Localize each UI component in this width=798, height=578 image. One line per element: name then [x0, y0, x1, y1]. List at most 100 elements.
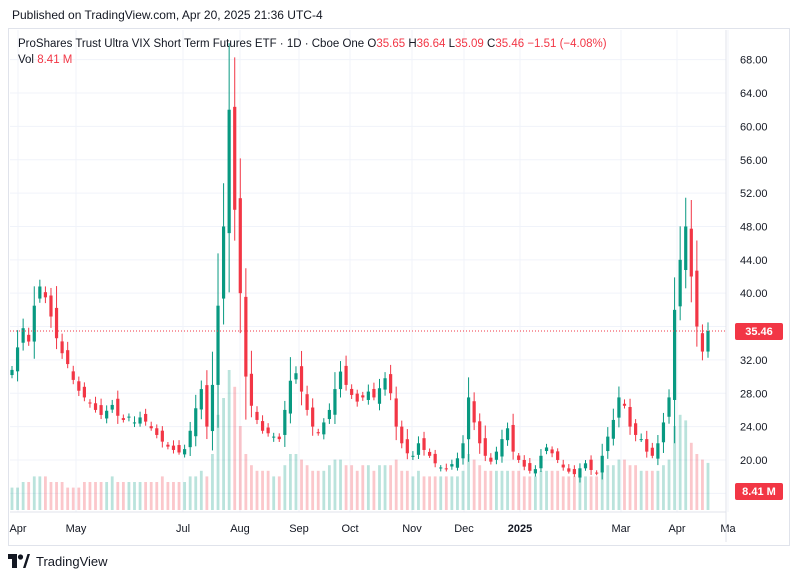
candle-body[interactable] [299, 366, 304, 392]
candle-body[interactable] [489, 457, 493, 462]
candle-body[interactable] [82, 386, 86, 398]
candle-body[interactable] [572, 469, 576, 475]
candle-body[interactable] [617, 397, 621, 418]
candle-body[interactable] [277, 436, 281, 440]
candle-body[interactable] [383, 378, 387, 390]
candle-body[interactable] [294, 373, 298, 380]
candle-body[interactable] [350, 388, 354, 395]
candle-body[interactable] [567, 468, 571, 472]
candle-body[interactable] [639, 439, 643, 441]
candle-body[interactable] [233, 106, 237, 210]
candle-body[interactable] [88, 402, 92, 404]
candle-body[interactable] [606, 436, 610, 452]
candle-body[interactable] [171, 445, 176, 450]
candle-body[interactable] [544, 447, 549, 452]
candle-body[interactable] [422, 438, 426, 450]
candle-body[interactable] [377, 388, 382, 404]
candle-body[interactable] [695, 270, 699, 327]
candle-body[interactable] [355, 393, 359, 402]
candle-body[interactable] [188, 430, 192, 448]
candle-body[interactable] [400, 426, 404, 444]
candle-body[interactable] [483, 438, 487, 456]
candle-body[interactable] [678, 259, 682, 307]
candle-body[interactable] [177, 445, 181, 453]
candle-body[interactable] [266, 427, 270, 434]
candle-body[interactable] [49, 295, 53, 317]
candle-body[interactable] [556, 451, 560, 460]
candle-body[interactable] [505, 428, 510, 441]
candle-body[interactable] [288, 380, 292, 414]
candle-body[interactable] [194, 408, 198, 437]
candle-body[interactable] [327, 409, 331, 420]
candle-body[interactable] [210, 384, 215, 432]
candle-body[interactable] [661, 422, 666, 443]
candle-body[interactable] [645, 439, 649, 452]
candle-body[interactable] [260, 421, 265, 431]
candle-body[interactable] [700, 333, 705, 352]
candle-body[interactable] [249, 373, 254, 406]
candle-body[interactable] [183, 449, 187, 455]
candle-body[interactable] [416, 443, 421, 455]
candle-body[interactable] [333, 389, 337, 415]
candle-body[interactable] [38, 286, 42, 299]
candle-body[interactable] [166, 444, 170, 447]
candle-body[interactable] [550, 449, 554, 454]
candle-body[interactable] [450, 464, 454, 467]
candle-body[interactable] [394, 398, 398, 427]
candle-body[interactable] [366, 391, 370, 400]
candle-body[interactable] [77, 381, 81, 391]
candle-body[interactable] [15, 347, 20, 372]
candle-body[interactable] [43, 292, 48, 298]
candle-body[interactable] [10, 369, 14, 376]
candle-body[interactable] [132, 422, 137, 424]
candle-body[interactable] [684, 226, 688, 271]
candle-body[interactable] [494, 451, 499, 460]
candle-body[interactable] [138, 417, 142, 424]
candle-body[interactable] [461, 443, 465, 459]
candle-body[interactable] [634, 423, 638, 435]
candle-body[interactable] [589, 459, 593, 470]
candle-body[interactable] [500, 439, 504, 457]
candle-body[interactable] [578, 468, 582, 478]
candle-body[interactable] [667, 397, 671, 417]
candle-body[interactable] [706, 331, 710, 352]
candle-body[interactable] [127, 416, 131, 418]
candle-body[interactable] [533, 469, 537, 474]
candle-body[interactable] [511, 424, 515, 452]
candle-body[interactable] [322, 422, 326, 435]
candle-body[interactable] [444, 468, 448, 470]
candle-body[interactable] [93, 403, 98, 410]
candle-body[interactable] [160, 430, 164, 442]
candle-body[interactable] [99, 405, 103, 415]
candle-body[interactable] [21, 328, 25, 343]
candle-body[interactable] [71, 371, 75, 380]
candle-body[interactable] [672, 309, 677, 400]
candle-body[interactable] [439, 467, 443, 469]
candle-body[interactable] [199, 389, 203, 410]
candle-body[interactable] [149, 426, 153, 429]
candle-body[interactable] [116, 398, 120, 416]
candle-body[interactable] [205, 385, 209, 427]
candle-body[interactable] [472, 401, 476, 423]
candle-body[interactable] [689, 228, 693, 277]
candle-body[interactable] [428, 451, 432, 456]
candle-body[interactable] [522, 459, 526, 467]
candle-body[interactable] [539, 455, 543, 469]
candle-body[interactable] [433, 453, 437, 464]
candle-body[interactable] [144, 413, 148, 422]
candle-body[interactable] [478, 421, 482, 444]
candle-body[interactable] [344, 365, 348, 385]
candle-body[interactable] [389, 374, 393, 394]
candle-body[interactable] [238, 198, 242, 294]
candle-body[interactable] [244, 296, 248, 377]
candle-body[interactable] [316, 432, 320, 434]
candle-body[interactable] [455, 458, 460, 468]
candle-body[interactable] [27, 334, 31, 342]
candle-body[interactable] [338, 371, 343, 390]
candle-body[interactable] [372, 388, 376, 398]
candle-body[interactable] [656, 443, 660, 459]
candle-body[interactable] [583, 463, 588, 469]
candle-body[interactable] [121, 418, 125, 420]
candle-body[interactable] [60, 341, 64, 354]
